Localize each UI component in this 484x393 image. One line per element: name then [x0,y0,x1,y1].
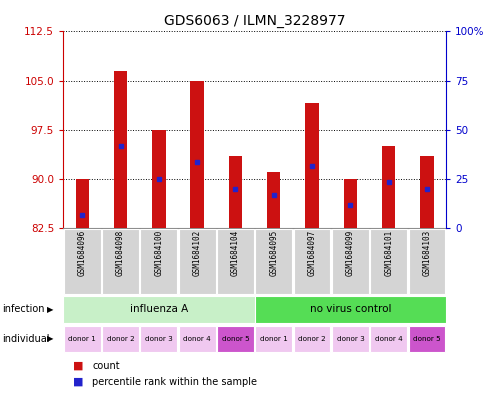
Text: ▶: ▶ [47,334,53,343]
Text: infection: infection [2,305,45,314]
Text: ■: ■ [73,361,83,371]
Bar [408,326,444,352]
Bar [217,326,253,352]
Bar [293,326,330,352]
Bar [102,326,138,352]
Text: ▶: ▶ [47,305,53,314]
Text: donor 5: donor 5 [221,336,249,342]
Text: no virus control: no virus control [309,305,391,314]
Text: donor 1: donor 1 [68,336,96,342]
Bar [408,229,444,294]
Bar [190,81,203,228]
Bar [332,326,368,352]
Text: GSM1684104: GSM1684104 [230,230,240,276]
Bar [64,326,100,352]
Text: donor 1: donor 1 [259,336,287,342]
Text: donor 3: donor 3 [336,336,363,342]
Text: count: count [92,361,120,371]
Bar [152,130,165,228]
Bar [228,156,242,228]
Text: GSM1684099: GSM1684099 [345,230,354,276]
Text: donor 4: donor 4 [183,336,211,342]
Text: percentile rank within the sample: percentile rank within the sample [92,377,257,387]
Bar [140,229,177,294]
Text: donor 3: donor 3 [145,336,172,342]
Bar [381,146,394,228]
Text: ■: ■ [73,377,83,387]
Bar [255,229,291,294]
Text: GSM1684098: GSM1684098 [116,230,125,276]
Bar [420,156,433,228]
Bar [332,229,368,294]
Bar [140,326,177,352]
Bar [179,326,215,352]
Bar [179,229,215,294]
Text: GSM1684096: GSM1684096 [77,230,87,276]
Text: donor 4: donor 4 [374,336,402,342]
Text: GSM1684095: GSM1684095 [269,230,278,276]
Text: GSM1684102: GSM1684102 [192,230,201,276]
Text: donor 2: donor 2 [106,336,134,342]
Bar [267,172,280,228]
Bar [255,326,291,352]
Text: donor 2: donor 2 [298,336,325,342]
Bar [305,103,318,228]
Bar [114,71,127,228]
Bar [102,229,138,294]
Bar [63,296,254,323]
Bar [254,296,445,323]
Bar [343,179,356,228]
Text: individual: individual [2,334,50,344]
Title: GDS6063 / ILMN_3228977: GDS6063 / ILMN_3228977 [164,14,345,28]
Text: GSM1684100: GSM1684100 [154,230,163,276]
Text: GSM1684101: GSM1684101 [383,230,393,276]
Bar [76,179,89,228]
Bar [293,229,330,294]
Text: influenza A: influenza A [129,305,188,314]
Bar [370,229,406,294]
Bar [370,326,406,352]
Text: donor 5: donor 5 [412,336,440,342]
Bar [64,229,100,294]
Text: GSM1684097: GSM1684097 [307,230,316,276]
Text: GSM1684103: GSM1684103 [422,230,431,276]
Bar [217,229,253,294]
